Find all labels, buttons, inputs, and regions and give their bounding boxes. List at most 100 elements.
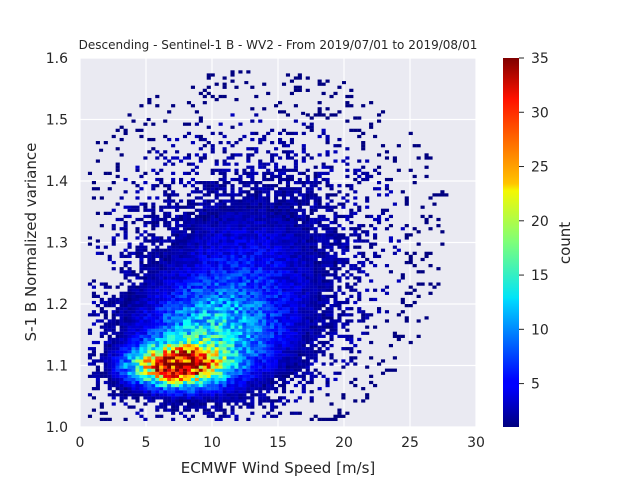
heatmap-cell <box>214 310 219 314</box>
heatmap-cell <box>151 205 156 209</box>
heatmap-cell <box>194 227 199 231</box>
heatmap-cell <box>281 285 287 289</box>
heatmap-cell <box>123 304 128 308</box>
heatmap-cell <box>167 245 172 249</box>
heatmap-cell <box>167 187 172 191</box>
heatmap-cell <box>123 276 128 280</box>
heatmap-cell <box>297 177 302 182</box>
heatmap-cell <box>309 350 314 354</box>
outlier-cell <box>99 148 104 152</box>
heatmap-cell <box>127 316 132 320</box>
heatmap-cell <box>313 273 318 277</box>
heatmap-cell <box>313 181 318 185</box>
heatmap-cell <box>285 380 291 385</box>
heatmap-cell <box>238 387 243 391</box>
heatmap-cell <box>384 156 390 160</box>
heatmap-cell <box>246 334 251 338</box>
heatmap-cell <box>262 383 267 388</box>
heatmap-cell <box>281 171 287 176</box>
heatmap-cell <box>179 390 184 394</box>
heatmap-cell <box>91 408 96 412</box>
heatmap-cell <box>175 310 180 314</box>
heatmap-cell <box>202 334 207 338</box>
heatmap-cell <box>274 230 279 234</box>
heatmap-cell <box>432 285 437 289</box>
heatmap-cell <box>218 193 223 197</box>
heatmap-cell <box>218 230 223 234</box>
heatmap-cell <box>238 214 243 219</box>
heatmap-cell <box>333 254 338 259</box>
heatmap-cell <box>131 380 136 385</box>
heatmap-cell <box>250 325 255 329</box>
heatmap-cell <box>131 331 136 335</box>
heatmap-cell <box>175 291 180 295</box>
heatmap-cell <box>194 153 199 157</box>
heatmap-cell <box>151 356 156 360</box>
heatmap-cell <box>238 257 243 262</box>
heatmap-cell <box>285 73 291 77</box>
heatmap-cell <box>218 390 223 394</box>
heatmap-cell <box>234 319 239 323</box>
heatmap-cell <box>198 242 203 246</box>
heatmap-cell <box>139 174 144 179</box>
heatmap-cell <box>139 319 144 323</box>
heatmap-cell <box>206 347 211 351</box>
heatmap-cell <box>214 208 219 212</box>
heatmap-cell <box>135 396 140 400</box>
heatmap-cell <box>171 288 176 292</box>
heatmap-cell <box>289 174 294 179</box>
heatmap-cell <box>254 304 259 308</box>
heatmap-cell <box>238 319 243 323</box>
heatmap-cell <box>246 230 251 234</box>
heatmap-cell <box>135 227 140 231</box>
heatmap-cell <box>159 239 164 243</box>
heatmap-cell <box>341 245 346 249</box>
heatmap-cell <box>155 267 160 271</box>
heatmap-cell <box>222 371 227 375</box>
heatmap-cell <box>214 193 219 197</box>
heatmap-cell <box>242 181 247 185</box>
heatmap-cell <box>301 193 306 197</box>
heatmap-cell <box>329 273 334 277</box>
heatmap-cell <box>285 291 291 295</box>
heatmap-cell <box>218 334 223 338</box>
heatmap-cell <box>380 248 386 252</box>
heatmap-cell <box>127 279 132 283</box>
heatmap-cell <box>281 82 287 86</box>
heatmap-cell <box>274 245 279 249</box>
heatmap-cell <box>143 181 148 185</box>
heatmap-cell <box>281 350 287 354</box>
heatmap-cell <box>202 137 207 142</box>
heatmap-cell <box>206 359 211 363</box>
heatmap-cell <box>321 165 326 169</box>
heatmap-cell <box>159 297 164 302</box>
heatmap-cell <box>246 307 251 311</box>
heatmap-cell <box>254 187 259 191</box>
heatmap-cell <box>230 325 235 329</box>
heatmap-cell <box>167 184 172 188</box>
heatmap-cell <box>254 239 259 243</box>
heatmap-cell <box>230 328 235 332</box>
heatmap-cell <box>289 257 294 262</box>
heatmap-cell <box>266 307 271 311</box>
heatmap-cell <box>281 236 287 240</box>
heatmap-cell <box>175 193 180 197</box>
heatmap-cell <box>194 233 199 237</box>
heatmap-cell <box>250 260 255 265</box>
heatmap-cell <box>289 371 294 375</box>
heatmap-cell <box>246 205 251 209</box>
heatmap-cell <box>194 257 199 262</box>
heatmap-cell <box>186 405 192 409</box>
heatmap-cell <box>206 233 211 237</box>
heatmap-cell <box>238 316 243 320</box>
heatmap-cell <box>246 365 251 369</box>
heatmap-cell <box>317 236 322 240</box>
heatmap-cell <box>353 116 358 120</box>
heatmap-cell <box>285 168 291 172</box>
heatmap-cell <box>238 153 243 157</box>
heatmap-cell <box>365 205 370 209</box>
heatmap-cell <box>123 359 128 363</box>
heatmap-cell <box>167 248 172 252</box>
heatmap-cell <box>214 377 219 382</box>
heatmap-cell <box>179 236 184 240</box>
